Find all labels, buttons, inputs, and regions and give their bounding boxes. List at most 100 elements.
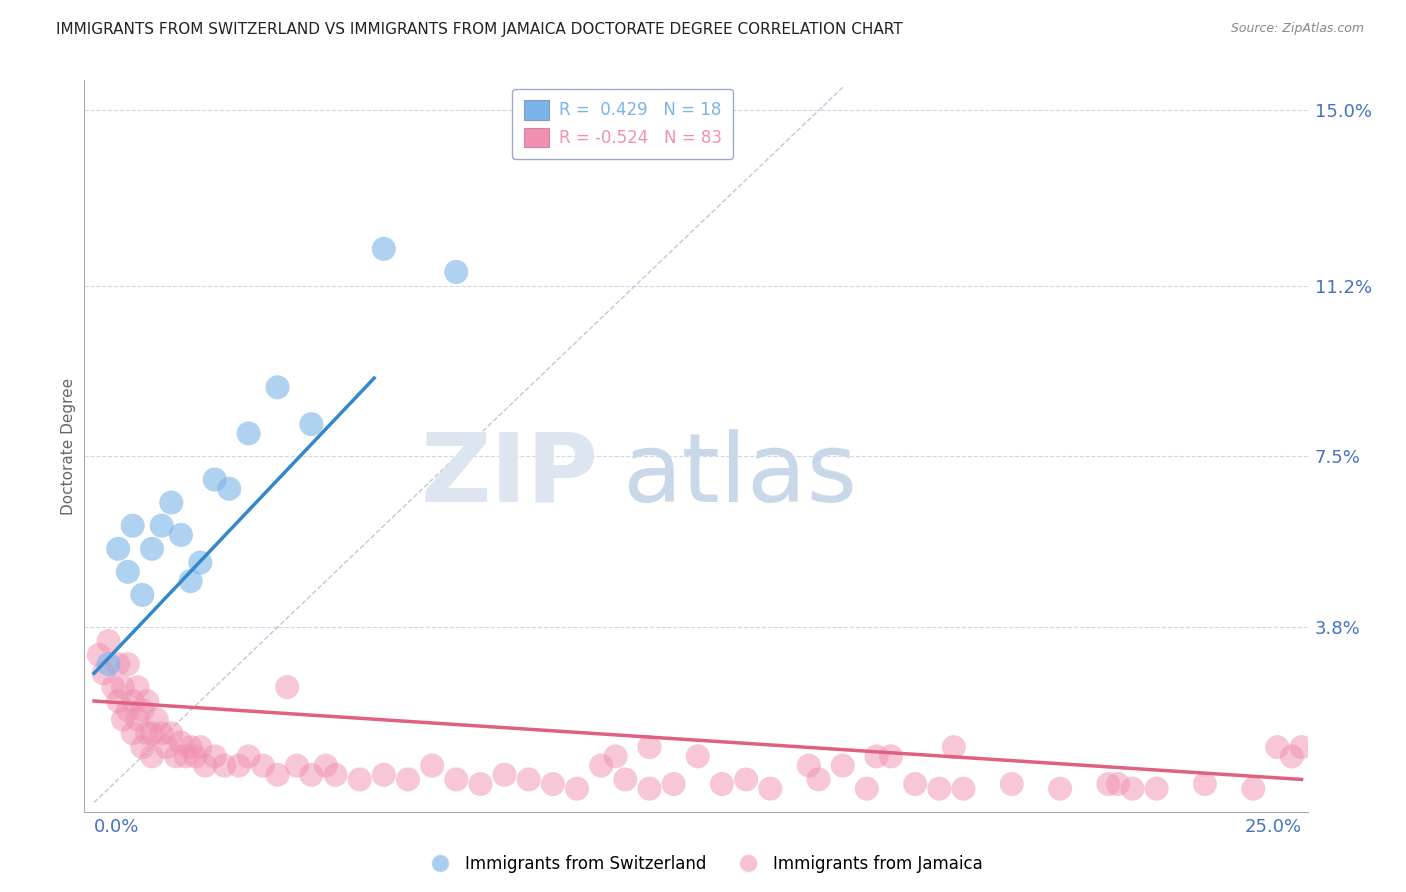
- Point: [928, 781, 950, 796]
- Point: [174, 749, 197, 764]
- Point: [686, 749, 709, 764]
- Point: [446, 265, 468, 279]
- Point: [797, 758, 820, 772]
- Point: [117, 703, 139, 717]
- Point: [276, 680, 298, 694]
- Point: [165, 749, 187, 764]
- Point: [127, 713, 149, 727]
- Point: [1121, 781, 1143, 796]
- Point: [396, 772, 419, 787]
- Point: [1291, 740, 1313, 755]
- Point: [136, 726, 159, 740]
- Point: [325, 768, 347, 782]
- Point: [160, 495, 183, 509]
- Point: [1267, 740, 1289, 755]
- Point: [141, 726, 163, 740]
- Text: ZIP: ZIP: [420, 429, 598, 522]
- Point: [541, 777, 564, 791]
- Point: [710, 777, 733, 791]
- Point: [155, 740, 177, 755]
- Point: [1281, 749, 1303, 764]
- Point: [131, 740, 153, 755]
- Point: [942, 740, 965, 755]
- Point: [614, 772, 637, 787]
- Point: [188, 740, 211, 755]
- Point: [184, 749, 207, 764]
- Point: [446, 772, 468, 787]
- Legend: Immigrants from Switzerland, Immigrants from Jamaica: Immigrants from Switzerland, Immigrants …: [416, 848, 990, 880]
- Point: [107, 657, 129, 672]
- Point: [97, 634, 120, 648]
- Point: [591, 758, 613, 772]
- Text: Source: ZipAtlas.com: Source: ZipAtlas.com: [1230, 22, 1364, 36]
- Point: [759, 781, 782, 796]
- Point: [299, 768, 322, 782]
- Point: [170, 528, 193, 542]
- Point: [204, 749, 226, 764]
- Point: [349, 772, 371, 787]
- Point: [121, 726, 143, 740]
- Text: atlas: atlas: [623, 429, 858, 522]
- Point: [470, 777, 492, 791]
- Y-axis label: Doctorate Degree: Doctorate Degree: [60, 377, 76, 515]
- Point: [807, 772, 830, 787]
- Point: [238, 749, 260, 764]
- Point: [111, 680, 134, 694]
- Point: [107, 694, 129, 708]
- Point: [87, 648, 110, 662]
- Point: [373, 242, 395, 256]
- Point: [103, 680, 125, 694]
- Text: IMMIGRANTS FROM SWITZERLAND VS IMMIGRANTS FROM JAMAICA DOCTORATE DEGREE CORRELAT: IMMIGRANTS FROM SWITZERLAND VS IMMIGRANT…: [56, 22, 903, 37]
- Point: [228, 758, 250, 772]
- Point: [605, 749, 627, 764]
- Point: [188, 556, 211, 570]
- Point: [97, 657, 120, 672]
- Point: [218, 482, 240, 496]
- Point: [141, 541, 163, 556]
- Point: [856, 781, 879, 796]
- Point: [121, 694, 143, 708]
- Point: [299, 417, 322, 432]
- Point: [266, 768, 288, 782]
- Point: [180, 574, 202, 588]
- Point: [1194, 777, 1216, 791]
- Point: [1241, 781, 1264, 796]
- Point: [880, 749, 903, 764]
- Point: [373, 768, 395, 782]
- Point: [131, 588, 153, 602]
- Point: [494, 768, 516, 782]
- Text: 25.0%: 25.0%: [1244, 818, 1302, 836]
- Point: [735, 772, 758, 787]
- Point: [117, 657, 139, 672]
- Point: [638, 781, 661, 796]
- Point: [131, 703, 153, 717]
- Point: [150, 518, 173, 533]
- Point: [214, 758, 236, 772]
- Point: [150, 726, 173, 740]
- Point: [1049, 781, 1071, 796]
- Point: [315, 758, 337, 772]
- Point: [121, 518, 143, 533]
- Point: [107, 541, 129, 556]
- Point: [266, 380, 288, 394]
- Point: [194, 758, 217, 772]
- Point: [117, 565, 139, 579]
- Point: [638, 740, 661, 755]
- Point: [146, 713, 169, 727]
- Point: [204, 473, 226, 487]
- Point: [238, 426, 260, 441]
- Point: [865, 749, 887, 764]
- Text: 0.0%: 0.0%: [94, 818, 139, 836]
- Point: [952, 781, 974, 796]
- Legend: R =  0.429   N = 18, R = -0.524   N = 83: R = 0.429 N = 18, R = -0.524 N = 83: [512, 88, 734, 159]
- Point: [285, 758, 308, 772]
- Point: [170, 735, 193, 749]
- Point: [136, 694, 159, 708]
- Point: [904, 777, 927, 791]
- Point: [1146, 781, 1168, 796]
- Point: [662, 777, 685, 791]
- Point: [180, 740, 202, 755]
- Point: [160, 726, 183, 740]
- Point: [565, 781, 588, 796]
- Point: [93, 666, 115, 681]
